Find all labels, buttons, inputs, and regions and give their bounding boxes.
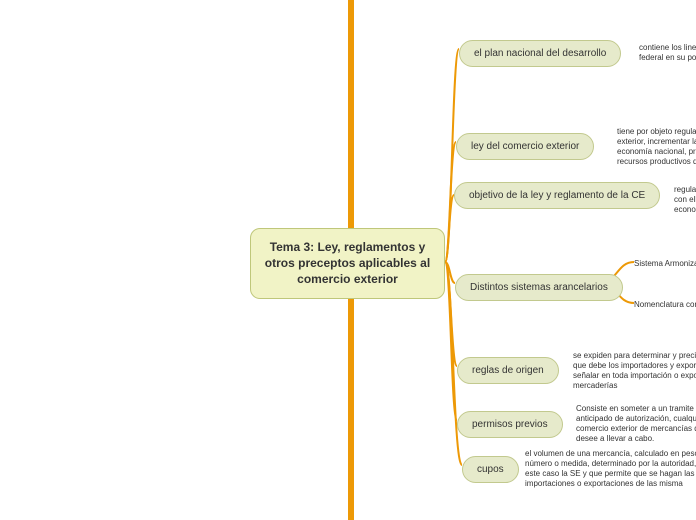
central-node[interactable]: Tema 3: Ley, reglamentos y otros precept…	[250, 228, 445, 299]
child-node-6[interactable]: cupos	[462, 456, 519, 483]
child-node-3[interactable]: Distintos sistemas arancelarios	[455, 274, 623, 301]
mindmap-canvas: Tema 3: Ley, reglamentos y otros precept…	[0, 0, 696, 520]
central-title: Tema 3: Ley, reglamentos y otros precept…	[265, 240, 430, 286]
child-desc-2: regular con ello economí	[674, 185, 696, 215]
child-label: permisos previos	[472, 419, 548, 430]
child-desc-3: Sistema Armonizad	[634, 259, 696, 269]
child-node-0[interactable]: el plan nacional del desarrollo	[459, 40, 621, 67]
child-desc2-3: Nomenclatura com	[634, 300, 696, 310]
child-label: el plan nacional del desarrollo	[474, 48, 606, 59]
child-label: reglas de origen	[472, 365, 544, 376]
child-label: Distintos sistemas arancelarios	[470, 282, 608, 293]
child-node-1[interactable]: ley del comercio exterior	[456, 133, 594, 160]
child-desc-1: tiene por objeto regular exterior, incre…	[617, 127, 696, 167]
child-desc-6: el volumen de una mercancía, calculado e…	[525, 449, 696, 489]
child-node-2[interactable]: objetivo de la ley y reglamento de la CE	[454, 182, 660, 209]
child-node-5[interactable]: permisos previos	[457, 411, 563, 438]
child-desc-5: Consiste en someter a un tramite a antic…	[576, 404, 696, 444]
child-desc-0: contiene los linea federal en su polít	[639, 43, 696, 63]
child-desc-4: se expiden para determinar y precisa que…	[573, 351, 696, 391]
child-node-4[interactable]: reglas de origen	[457, 357, 559, 384]
child-label: cupos	[477, 464, 504, 475]
spine-bottom	[348, 296, 354, 520]
child-label: ley del comercio exterior	[471, 141, 579, 152]
child-label: objetivo de la ley y reglamento de la CE	[469, 190, 645, 201]
spine-top	[348, 0, 354, 228]
